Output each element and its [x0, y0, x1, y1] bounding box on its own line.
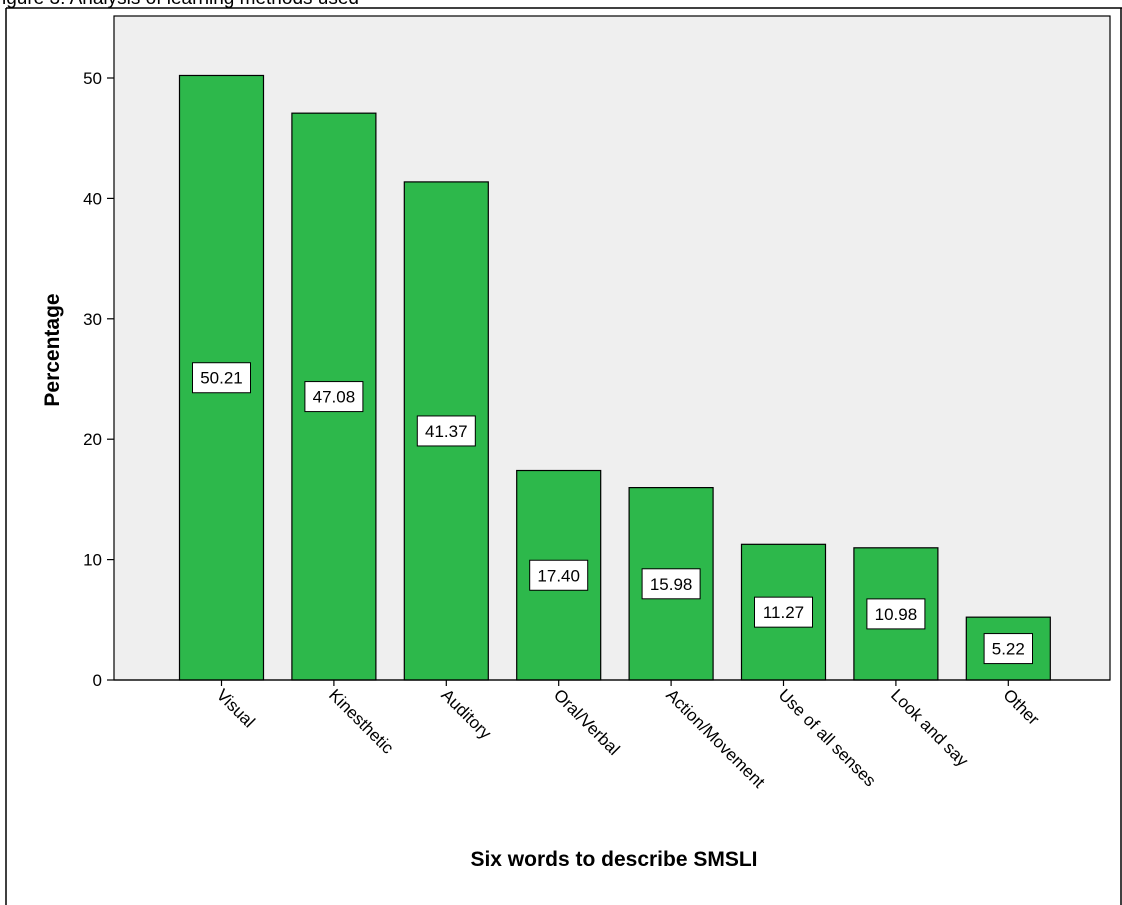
y-tick-label: 0	[93, 671, 102, 690]
data-label-box	[416, 415, 476, 447]
x-tick-label: Action/Movement	[662, 685, 768, 791]
plot-area	[113, 15, 1111, 681]
x-tick-label: Visual	[213, 685, 259, 731]
data-label: 11.27	[763, 603, 804, 622]
x-axis-ticks: Visual Kinesthetic Auditory Oral/Verbal Acti…	[114, 679, 1110, 792]
y-tick-label: 10	[83, 551, 102, 570]
figure-caption: igure 3: Analysis of learning methods us…	[2, 0, 359, 10]
x-axis-title: Six words to describe SMSLI	[470, 848, 757, 871]
data-label: 5.22	[992, 640, 1025, 659]
x-tick-label: Auditory	[437, 685, 495, 743]
data-label-box	[529, 559, 589, 591]
data-label: 47.08	[313, 388, 356, 407]
x-tick-label: Kinesthetic	[325, 685, 398, 758]
data-label-box	[983, 633, 1033, 665]
data-labels: 50.21 47.08 41.37 17.40 15.98 11.27 10.98 5.22	[192, 362, 1033, 665]
x-tick-label: Oral/Verbal	[550, 685, 624, 759]
x-tick-label: Use of all senses	[775, 685, 880, 790]
y-axis-title: Percentage	[41, 293, 64, 406]
y-axis-ticks: 0 10 20 30 40 50	[83, 69, 114, 690]
y-tick-label: 30	[83, 310, 102, 329]
data-label-box	[304, 381, 364, 413]
x-tick-label: Look and say	[887, 685, 972, 770]
data-label: 15.98	[650, 575, 693, 594]
data-label-box	[754, 596, 813, 628]
data-label: 41.37	[425, 422, 468, 441]
y-tick-label: 40	[83, 189, 102, 208]
data-label: 17.40	[537, 566, 580, 585]
data-label-box	[866, 598, 926, 630]
y-tick-label: 50	[83, 69, 102, 88]
data-label-box	[192, 362, 251, 394]
data-label: 10.98	[875, 605, 918, 624]
y-tick-label: 20	[83, 430, 102, 449]
data-label: 50.21	[200, 369, 243, 388]
data-label-box	[641, 568, 701, 600]
x-tick-label: Other	[999, 685, 1043, 729]
